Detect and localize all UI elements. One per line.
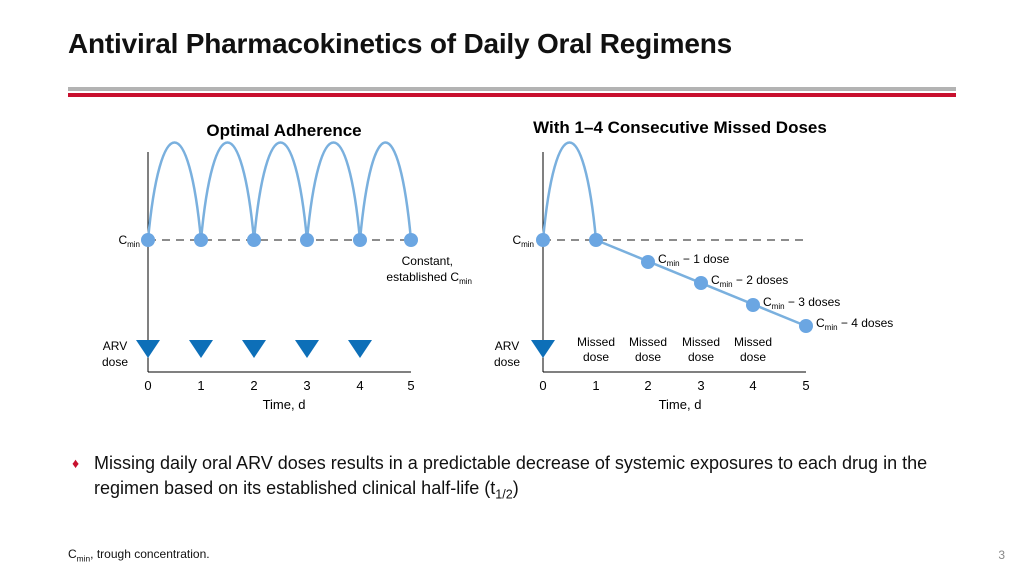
right-x-tick-label: 4	[749, 378, 756, 393]
left-x-tick-label: 4	[356, 378, 363, 393]
right-x-axis-label: Time, d	[659, 397, 702, 412]
right-trough-point	[746, 298, 760, 312]
right-cmin-label: Cmin	[512, 233, 534, 249]
missed-dose-label-line1: Missed	[734, 335, 772, 349]
right-trough-point	[536, 233, 550, 247]
left-x-tick-label: 0	[144, 378, 151, 393]
right-decline-label-1: Cmin − 1 dose	[658, 252, 730, 268]
missed-dose-label-line2: dose	[740, 350, 766, 364]
right-trough-point	[694, 276, 708, 290]
page-number: 3	[998, 548, 1005, 562]
right-decline-label-2: Cmin − 2 doses	[711, 273, 788, 289]
left-trough-point	[194, 233, 208, 247]
right-decline-label-4: Cmin − 4 doses	[816, 316, 893, 332]
left-constant-note-line1: Constant,	[402, 254, 453, 268]
missed-dose-label-line2: dose	[583, 350, 609, 364]
footnote: Cmin, trough concentration.	[68, 547, 210, 564]
right-x-tick-label: 2	[644, 378, 651, 393]
right-dose-triangle	[531, 340, 555, 358]
header-rule-gray	[68, 87, 956, 91]
right-arv-label-line1: ARV	[495, 339, 519, 353]
right-x-tick-label: 1	[592, 378, 599, 393]
right-panel-title: With 1–4 Consecutive Missed Doses	[533, 118, 827, 137]
missed-dose-label-line1: Missed	[629, 335, 667, 349]
missed-dose-label-line1: Missed	[682, 335, 720, 349]
right-trough-point	[641, 255, 655, 269]
left-x-tick-label: 1	[197, 378, 204, 393]
left-trough-point	[141, 233, 155, 247]
diamond-bullet-icon: ♦	[72, 455, 80, 471]
left-trough-point	[353, 233, 367, 247]
missed-dose-label-line2: dose	[688, 350, 714, 364]
left-trough-point	[247, 233, 261, 247]
header-rule-red	[68, 93, 956, 97]
left-arv-label-line1: ARV	[103, 339, 127, 353]
left-dose-triangle	[295, 340, 319, 358]
right-concentration-curve	[541, 141, 598, 241]
left-dose-triangle	[348, 340, 372, 358]
bullet-point: ♦ Missing daily oral ARV doses results i…	[72, 451, 952, 508]
right-x-tick-label: 3	[697, 378, 704, 393]
right-x-tick-label: 5	[802, 378, 809, 393]
left-constant-note-line2: established Cmin	[386, 270, 472, 286]
left-arv-label-line2: dose	[102, 355, 128, 369]
right-trough-point	[799, 319, 813, 333]
left-trough-point	[404, 233, 418, 247]
left-x-tick-label: 3	[303, 378, 310, 393]
left-dose-triangle	[189, 340, 213, 358]
left-x-axis-label: Time, d	[263, 397, 306, 412]
left-concentration-curve	[146, 141, 413, 241]
bullet-text: Missing daily oral ARV doses results in …	[94, 453, 928, 502]
left-trough-point	[300, 233, 314, 247]
left-panel-title: Optimal Adherence	[206, 121, 361, 140]
right-x-tick-label: 0	[539, 378, 546, 393]
right-arv-label-line2: dose	[494, 355, 520, 369]
left-x-tick-label: 2	[250, 378, 257, 393]
right-decline-label-3: Cmin − 3 doses	[763, 295, 840, 311]
left-dose-triangle	[242, 340, 266, 358]
left-dose-triangle	[136, 340, 160, 358]
page-title: Antiviral Pharmacokinetics of Daily Oral…	[68, 28, 732, 59]
missed-dose-label-line1: Missed	[577, 335, 615, 349]
left-x-tick-label: 5	[407, 378, 414, 393]
missed-dose-label-line2: dose	[635, 350, 661, 364]
left-cmin-label: Cmin	[118, 233, 140, 249]
right-trough-point	[589, 233, 603, 247]
